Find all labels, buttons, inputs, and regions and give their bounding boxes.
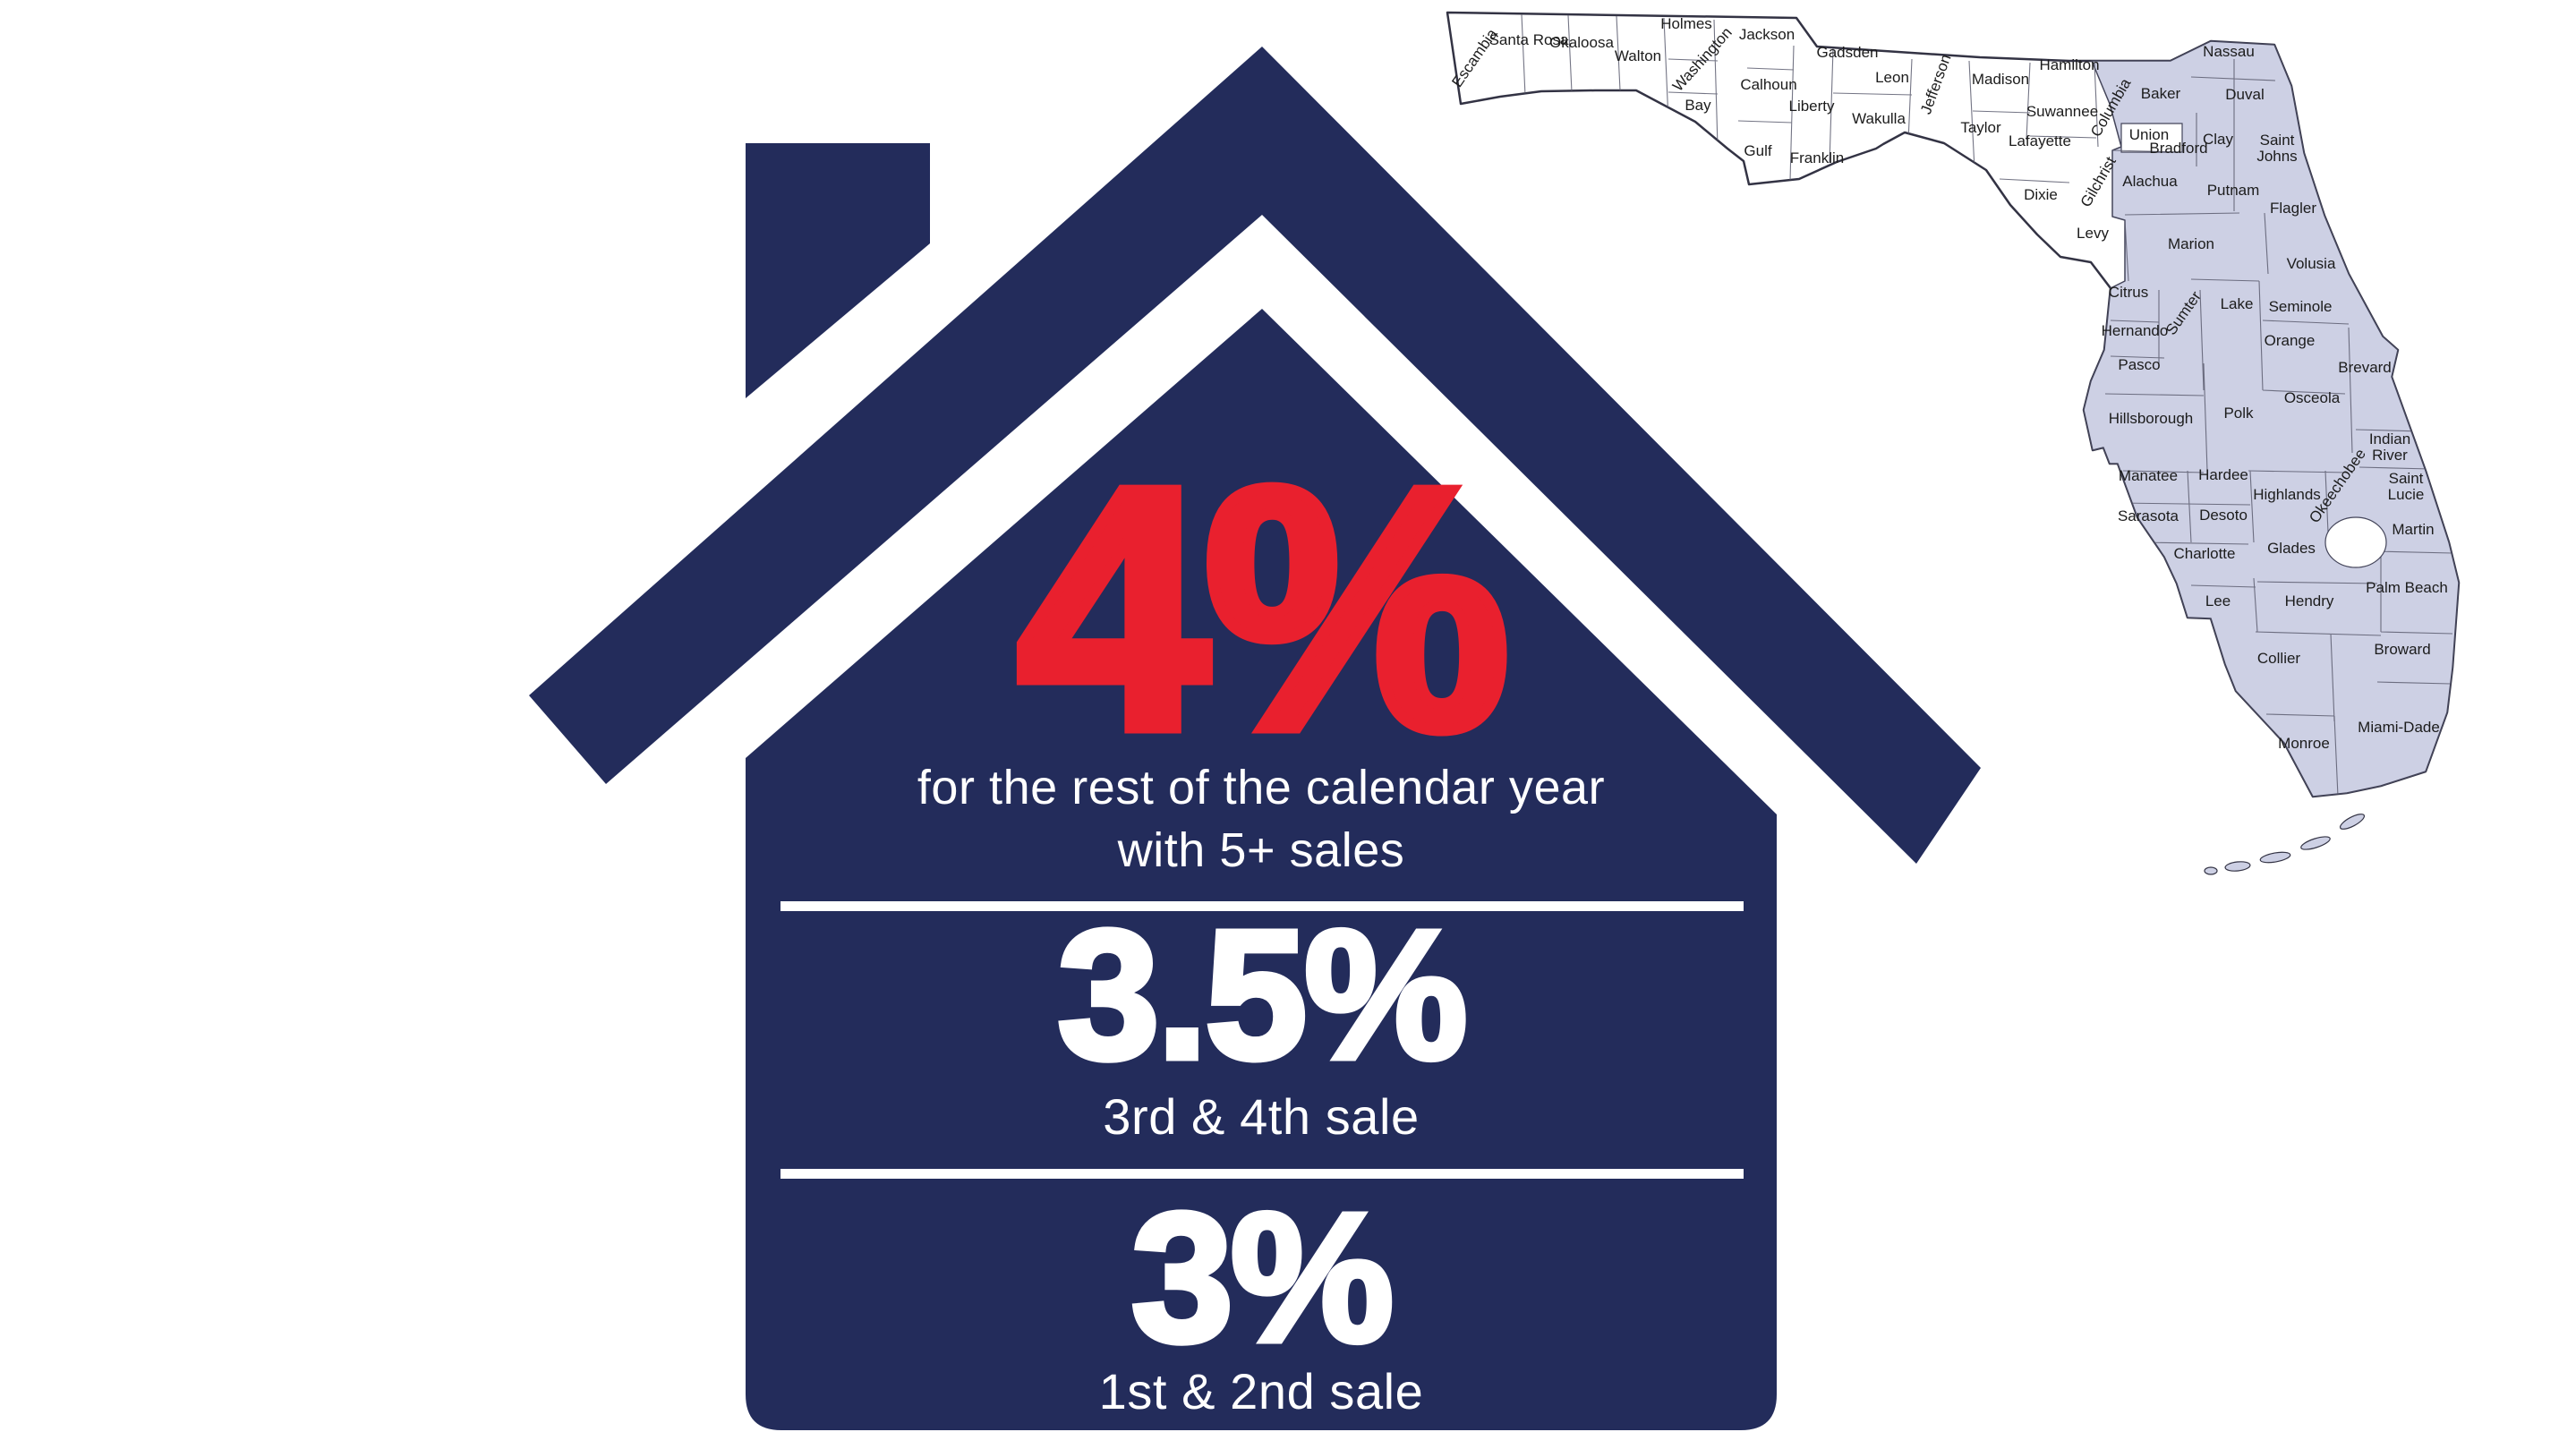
county-label-union: Union	[2129, 126, 2169, 143]
county-label-volusia: Volusia	[2287, 255, 2336, 272]
county-label-flagler: Flagler	[2270, 200, 2316, 217]
county-label-hamilton: Hamilton	[2039, 56, 2099, 73]
shaded-counties-region	[2083, 40, 2460, 797]
county-label-suwannee: Suwannee	[2026, 103, 2098, 120]
county-label-hardee: Hardee	[2198, 466, 2248, 483]
county-label-citrus: Citrus	[2109, 284, 2148, 301]
county-label-franklin: Franklin	[1790, 149, 1844, 166]
county-label-hillsborough: Hillsborough	[2109, 410, 2194, 427]
county-label-glades: Glades	[2267, 540, 2316, 557]
county-label-santa-rosa: Santa Rosa	[1489, 31, 1569, 48]
county-label-dixie: Dixie	[2024, 186, 2058, 203]
county-label-putnam: Putnam	[2207, 182, 2260, 199]
county-label-hendry: Hendry	[2285, 592, 2334, 609]
county-label-hernando: Hernando	[2102, 322, 2169, 339]
county-label-polk: Polk	[2223, 405, 2254, 422]
county-label-bradford: Bradford	[2149, 140, 2207, 157]
county-label-pasco: Pasco	[2118, 356, 2160, 373]
tier-3-rate: 3%	[1128, 1175, 1396, 1380]
county-label-seminole: Seminole	[2269, 298, 2333, 315]
county-label-osceola: Osceola	[2284, 389, 2341, 406]
county-label-saint-johns: Saint Johns	[2256, 132, 2297, 165]
county-label-jackson: Jackson	[1739, 26, 1795, 43]
county-label-sarasota: Sarasota	[2118, 507, 2179, 524]
county-label-indian-river: Indian River	[2369, 430, 2410, 464]
county-label-bay: Bay	[1685, 97, 1711, 114]
county-label-duval: Duval	[2225, 86, 2264, 103]
county-label-lake: Lake	[2221, 295, 2254, 312]
roof-outer-band	[529, 47, 1981, 864]
county-label-alachua: Alachua	[2122, 173, 2178, 190]
county-label-highlands: Highlands	[2253, 486, 2321, 503]
florida-keys	[2204, 814, 2366, 875]
county-label-collier: Collier	[2257, 650, 2301, 667]
county-label-marion: Marion	[2168, 235, 2214, 252]
county-label-baker: Baker	[2141, 85, 2181, 102]
county-label-miami-dade: Miami-Dade	[2358, 719, 2440, 736]
county-label-lafayette: Lafayette	[2009, 132, 2071, 149]
county-label-desoto: Desoto	[2199, 507, 2248, 524]
county-label-calhoun: Calhoun	[1740, 76, 1796, 93]
county-label-levy: Levy	[2077, 225, 2109, 242]
county-label-holmes: Holmes	[1660, 15, 1712, 32]
divider-1	[780, 901, 1744, 911]
county-label-taylor: Taylor	[1960, 119, 2001, 136]
county-label-walton: Walton	[1615, 47, 1661, 64]
county-border-lines	[1521, 13, 2453, 797]
county-label-brevard: Brevard	[2338, 359, 2392, 376]
tier-2-description: 3rd & 4th sale	[1103, 1088, 1420, 1145]
county-label-monroe: Monroe	[2278, 735, 2330, 752]
chimney	[746, 143, 930, 398]
county-label-clay: Clay	[2203, 131, 2234, 148]
county-label-gulf: Gulf	[1744, 142, 1771, 159]
county-label-wakulla: Wakulla	[1852, 110, 1906, 127]
county-label-saint-lucie: Saint Lucie	[2388, 470, 2425, 503]
tier-1-rate: 4%	[1011, 415, 1516, 801]
tier-3-description: 1st & 2nd sale	[1098, 1363, 1424, 1419]
lake-okeechobee	[2324, 516, 2387, 568]
tier-2-rate: 3.5%	[1054, 892, 1471, 1097]
divider-2	[780, 1169, 1744, 1179]
county-label-liberty: Liberty	[1788, 98, 1835, 115]
tier-1-description: for the rest of the calendar year with 5…	[746, 756, 1777, 882]
county-label-charlotte: Charlotte	[2174, 545, 2236, 562]
county-label-gadsden: Gadsden	[1817, 44, 1879, 61]
county-label-madison: Madison	[1972, 71, 2029, 88]
county-label-lee: Lee	[2205, 592, 2231, 609]
county-label-martin: Martin	[2392, 521, 2434, 538]
county-label-orange: Orange	[2265, 332, 2316, 349]
county-label-nassau: Nassau	[2203, 43, 2255, 60]
county-label-broward: Broward	[2374, 641, 2430, 658]
county-label-leon: Leon	[1875, 69, 1909, 86]
county-label-manatee: Manatee	[2119, 467, 2178, 484]
county-label-okaloosa: Okaloosa	[1549, 34, 1614, 51]
county-label-palm-beach: Palm Beach	[2366, 579, 2448, 596]
house-body	[746, 309, 1777, 1430]
tier-1-description-line2: with 5+ sales	[1117, 823, 1405, 877]
tier-1-description-line1: for the rest of the calendar year	[917, 761, 1606, 814]
